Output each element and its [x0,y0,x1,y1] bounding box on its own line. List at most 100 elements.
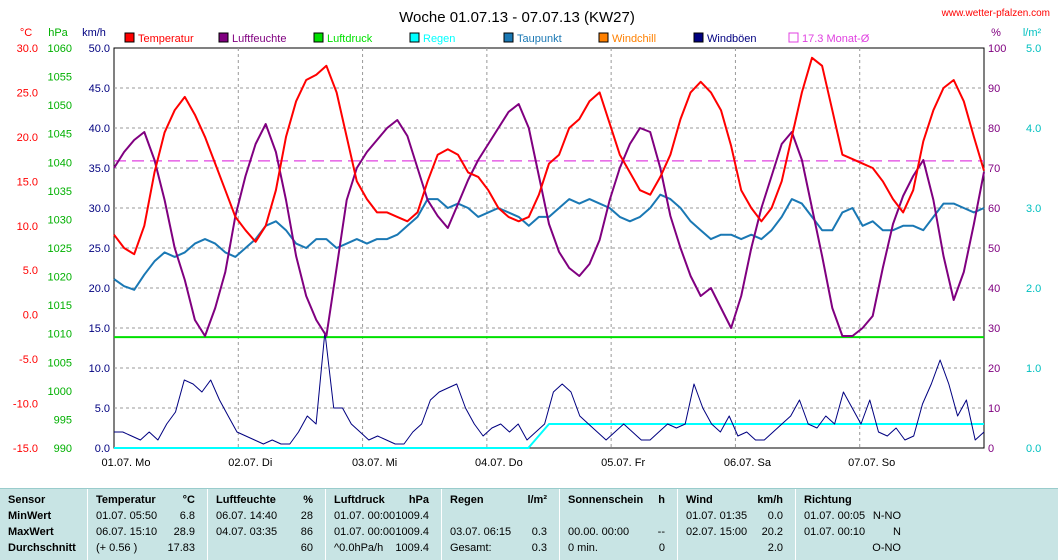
stats-value: 1009.4 [395,524,429,540]
hpa-tick-label: 1040 [48,157,72,169]
stats-header: Regen [450,492,484,508]
source-url: www.wetter-pfalzen.com [941,8,1050,19]
stats-unit: h [658,492,665,508]
stats-unit: km/h [757,492,783,508]
stats-unit: °C [183,492,195,508]
hpa-tick-label: 1000 [48,386,72,398]
stats-row-label: Durchschnitt [8,540,76,556]
stats-time: 01.07. 01:35 [686,508,747,524]
stats-time: 01.07. 05:50 [96,508,157,524]
pct-tick-label: 10 [988,403,1000,415]
pct-tick-label: 70 [988,163,1000,175]
rain-tick-label: 5.0 [1026,43,1041,55]
unit-pct: % [991,27,1001,39]
unit-rain: l/m² [1023,27,1042,39]
stats-row-label: MinWert [8,508,51,524]
rain-tick-label: 3.0 [1026,203,1041,215]
stats-col-luftfeuchte: Luftfeuchte% 06.07. 14:40 28 04.07. 03:35 86… [207,489,325,560]
stats-col-luftdruck: Luftdruck hPa 01.07. 00:00 1009.4 01.07. 00:… [325,489,441,560]
temp-tick-label: 25.0 [17,87,38,99]
stats-time: ^0.0hPa/h [334,540,383,556]
unit-hpa: hPa [48,27,68,39]
stats-time: 01.07. 00:00 [334,508,395,524]
x-tick-label: 04.07. Do [475,457,523,469]
stats-unit: l/m² [527,492,547,508]
pct-tick-label: 20 [988,363,1000,375]
hpa-tick-label: 1025 [48,243,72,255]
pct-tick-label: 100 [988,43,1006,55]
stats-header: Sonnenschein [568,492,643,508]
kmh-tick-label: 45.0 [89,83,110,95]
x-tick-label: 02.07. Di [228,457,272,469]
kmh-tick-label: 25.0 [89,243,110,255]
pct-tick-label: 60 [988,203,1000,215]
chart-title: Woche 01.07.13 - 07.07.13 (KW27) [399,9,635,26]
legend: Temperatur Luftfeuchte Luftdruck Regen Taupu… [125,33,870,45]
hpa-tick-label: 1050 [48,100,72,112]
legend-label: Regen [423,33,455,45]
stats-col-richtung: Richtung 01.07. 00:05 N-NO 01.07. 00:10 N O-N… [795,489,913,560]
stats-time: 00.00. 00:00 [568,524,629,540]
hpa-tick-label: 1020 [48,272,72,284]
rain-tick-label: 2.0 [1026,283,1041,295]
stats-value: 2.0 [768,540,783,556]
pct-tick-label: 30 [988,323,1000,335]
hpa-tick-label: 1030 [48,214,72,226]
stats-value: 20.2 [762,524,783,540]
stats-value: N-NO [873,508,901,524]
hpa-tick-label: 1055 [48,72,72,84]
x-tick-label: 03.07. Mi [352,457,397,469]
temp-tick-label: -15.0 [13,443,38,455]
stats-time: 04.07. 03:35 [216,524,277,540]
stats-value: 0.3 [532,524,547,540]
temp-tick-label: 5.0 [23,265,38,277]
x-tick-label: 06.07. Sa [724,457,772,469]
temp-tick-label: -10.0 [13,399,38,411]
kmh-tick-label: 50.0 [89,43,110,55]
hpa-tick-label: 1060 [48,43,72,55]
stats-value: 1009.4 [395,508,429,524]
legend-swatch [599,33,608,42]
legend-swatch [694,33,703,42]
temp-tick-label: 10.0 [17,221,38,233]
legend-label: Taupunkt [517,33,562,45]
legend-swatch [125,33,134,42]
stats-col-sensor: Sensor MinWert MaxWert Durchschnitt [0,489,86,560]
hpa-tick-label: 990 [54,443,72,455]
stats-row-label: MaxWert [8,524,54,540]
x-tick-label: 01.07. Mo [102,457,151,469]
kmh-tick-label: 15.0 [89,323,110,335]
stats-value: 0.0 [768,508,783,524]
stats-col-regen: Regen l/m² 03.07. 06:15 0.3 Gesamt: 0.3 [441,489,559,560]
stats-time: 02.07. 15:00 [686,524,747,540]
stats-time: 06.07. 14:40 [216,508,277,524]
stats-header: Luftfeuchte [216,492,276,508]
pct-tick-label: 40 [988,283,1000,295]
stats-header: Richtung [804,492,852,508]
hpa-tick-label: 1010 [48,329,72,341]
stats-col-sonnenschein: Sonnenschein h 00.00. 00:00 -- 0 min. 0 [559,489,677,560]
stats-header: Luftdruck [334,492,385,508]
temp-tick-label: 0.0 [23,310,38,322]
stats-time: Gesamt: [450,540,492,556]
stats-time: (+ 0.56 ) [96,540,137,556]
stats-value: N [893,524,901,540]
hpa-tick-label: 1045 [48,129,72,141]
stats-time: 0 min. [568,540,598,556]
kmh-tick-label: 20.0 [89,283,110,295]
pct-tick-label: 0 [988,443,994,455]
stats-header: Sensor [8,492,45,508]
stats-unit: % [303,492,313,508]
stats-header: Wind [686,492,713,508]
hpa-tick-label: 995 [54,414,72,426]
unit-temp: °C [20,27,32,39]
kmh-tick-label: 40.0 [89,123,110,135]
hpa-tick-label: 1035 [48,186,72,198]
legend-label: Luftfeuchte [232,33,286,45]
temp-tick-label: 20.0 [17,132,38,144]
pct-tick-label: 80 [988,123,1000,135]
kmh-tick-label: 35.0 [89,163,110,175]
legend-swatch [219,33,228,42]
legend-swatch [314,33,323,42]
stats-value: 28.9 [174,524,195,540]
